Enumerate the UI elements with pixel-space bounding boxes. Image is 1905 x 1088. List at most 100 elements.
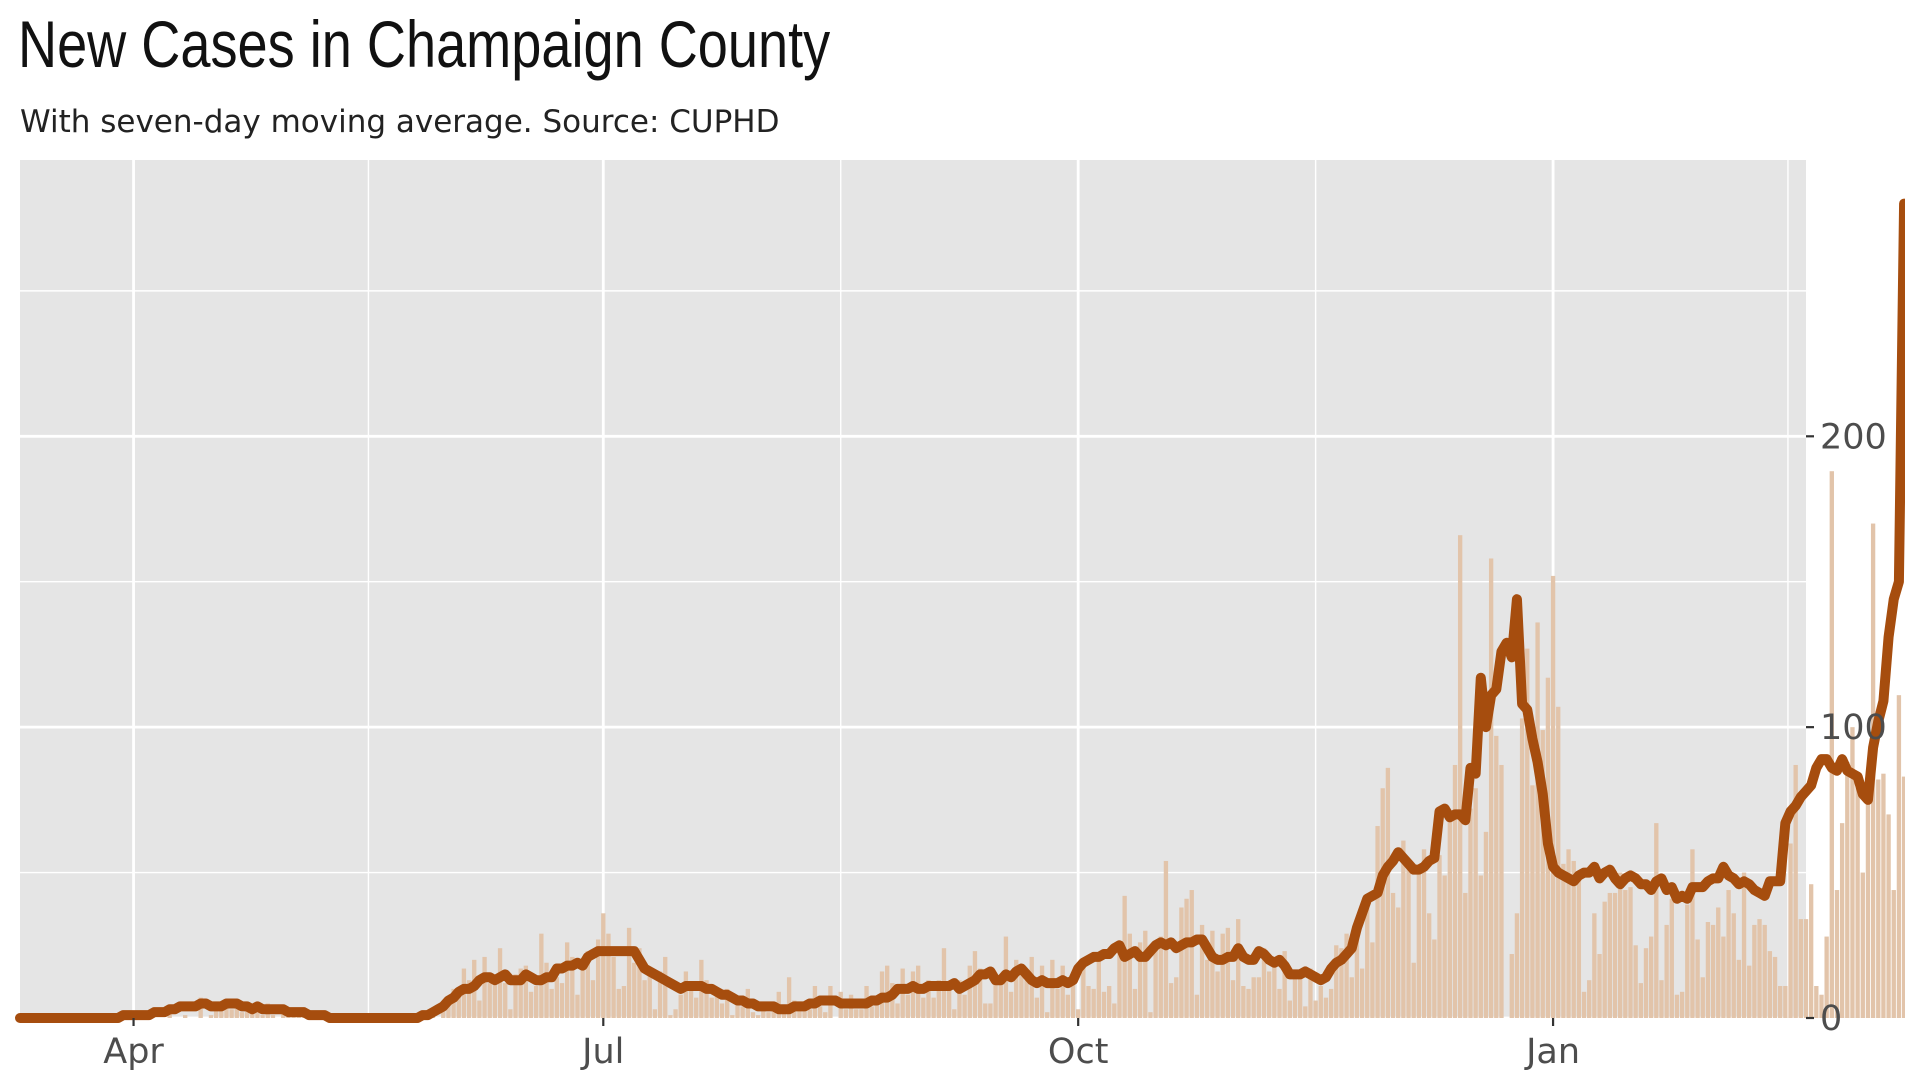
- daily-case-bar: [1132, 988, 1138, 1018]
- daily-case-bar: [1354, 936, 1360, 1018]
- daily-case-bar: [1220, 933, 1225, 1018]
- daily-case-bar: [1137, 942, 1143, 1018]
- daily-case-bar: [1612, 892, 1618, 1018]
- daily-case-bar: [1741, 872, 1747, 1018]
- daily-case-bar: [869, 1006, 874, 1018]
- daily-case-bar: [1158, 936, 1163, 1018]
- daily-case-bar: [1530, 785, 1535, 1018]
- daily-case-bar: [1478, 875, 1483, 1018]
- daily-case-bar: [735, 1000, 740, 1018]
- daily-case-bar: [570, 956, 575, 1018]
- daily-case-bar: [709, 997, 714, 1018]
- daily-case-bar: [1344, 933, 1349, 1018]
- daily-case-bar: [1318, 986, 1323, 1018]
- daily-case-bar: [503, 983, 508, 1018]
- daily-case-bar: [183, 1015, 188, 1018]
- daily-case-bar: [544, 962, 549, 1018]
- daily-case-bar: [1772, 956, 1778, 1018]
- daily-case-bar: [1236, 919, 1241, 1018]
- daily-case-bar: [786, 977, 792, 1018]
- daily-case-bar: [606, 933, 611, 1018]
- daily-case-bar: [1401, 840, 1406, 1018]
- daily-case-bar: [1463, 892, 1468, 1018]
- daily-case-bar: [1876, 779, 1881, 1018]
- daily-case-bar: [1483, 831, 1489, 1018]
- daily-case-bars: [48, 471, 1905, 1018]
- daily-case-bar: [1581, 991, 1587, 1018]
- daily-case-bar: [988, 1003, 993, 1018]
- daily-case-bar: [1556, 706, 1561, 1018]
- seven-day-average-line: [15, 198, 1905, 1023]
- x-axis: Apr Jul Oct Jan: [103, 1018, 1580, 1072]
- daily-case-bar: [1587, 980, 1592, 1018]
- daily-case-bar: [755, 1015, 761, 1018]
- daily-case-bar: [1757, 919, 1762, 1018]
- daily-case-bar: [673, 1009, 678, 1018]
- grid-lines: [20, 160, 1806, 1020]
- daily-case-bar: [239, 1012, 245, 1018]
- daily-case-bar: [244, 1006, 250, 1018]
- daily-case-bar: [1705, 922, 1711, 1018]
- daily-case-bar: [1845, 762, 1850, 1018]
- daily-case-bar: [1153, 942, 1158, 1018]
- daily-case-bar: [823, 1012, 828, 1018]
- daily-case-bar: [797, 1009, 802, 1018]
- daily-case-bar: [1070, 977, 1076, 1018]
- daily-case-bar: [1747, 965, 1752, 1018]
- daily-case-bar: [497, 948, 503, 1018]
- daily-case-bar: [1168, 983, 1174, 1018]
- daily-case-bar: [1060, 965, 1065, 1018]
- daily-case-bar: [761, 1009, 766, 1018]
- daily-case-bar: [1592, 913, 1597, 1018]
- daily-case-bar: [219, 1009, 224, 1018]
- daily-case-bar: [657, 971, 663, 1018]
- daily-case-bar: [1814, 986, 1819, 1018]
- daily-case-bar: [1896, 695, 1902, 1018]
- daily-case-bar: [1437, 855, 1442, 1018]
- daily-case-bar: [1029, 956, 1034, 1018]
- daily-case-bar: [590, 980, 596, 1018]
- daily-case-bar: [234, 1003, 239, 1018]
- daily-case-bar: [1106, 986, 1112, 1018]
- daily-case-bar: [1101, 991, 1107, 1018]
- daily-case-bar: [1313, 1000, 1318, 1018]
- daily-case-bar: [523, 965, 529, 1018]
- daily-case-bar: [1803, 919, 1809, 1018]
- daily-case-bar: [719, 1003, 725, 1018]
- daily-case-bar: [1865, 785, 1871, 1018]
- daily-case-bar: [554, 977, 560, 1018]
- daily-case-bar: [1731, 913, 1736, 1018]
- daily-case-bar: [1045, 1012, 1050, 1018]
- daily-case-bar: [1654, 823, 1659, 1018]
- daily-case-bar: [1679, 991, 1685, 1018]
- daily-case-bar: [1819, 994, 1824, 1018]
- daily-case-bar: [740, 1006, 745, 1018]
- daily-case-bar: [1339, 948, 1344, 1018]
- daily-case-bar: [1024, 980, 1029, 1018]
- daily-case-bar: [817, 1006, 823, 1018]
- daily-case-bar: [859, 1009, 864, 1018]
- daily-case-bar: [725, 988, 730, 1018]
- daily-case-bar: [1659, 980, 1664, 1018]
- daily-case-bar: [1576, 878, 1582, 1018]
- daily-case-bar: [1716, 907, 1721, 1018]
- daily-case-bar: [1566, 849, 1571, 1018]
- daily-case-bar: [1457, 535, 1463, 1018]
- y-tick-label: 0: [1820, 999, 1842, 1039]
- daily-case-bar: [704, 980, 709, 1018]
- daily-case-bar: [730, 1015, 735, 1018]
- daily-case-bar: [1246, 988, 1251, 1018]
- daily-case-bar: [952, 1009, 957, 1018]
- daily-case-bar: [518, 968, 523, 1018]
- daily-case-bar: [1303, 1006, 1308, 1018]
- daily-case-bar: [1297, 971, 1303, 1018]
- daily-case-bar: [580, 968, 585, 1018]
- daily-case-bar: [993, 980, 998, 1018]
- daily-case-bar: [647, 968, 652, 1018]
- daily-case-bar: [1174, 977, 1179, 1018]
- daily-case-bar: [1736, 959, 1742, 1018]
- daily-case-bar: [534, 986, 539, 1018]
- daily-case-bar: [1225, 927, 1231, 1018]
- daily-case-bar: [1535, 622, 1540, 1018]
- daily-case-bar: [559, 983, 565, 1018]
